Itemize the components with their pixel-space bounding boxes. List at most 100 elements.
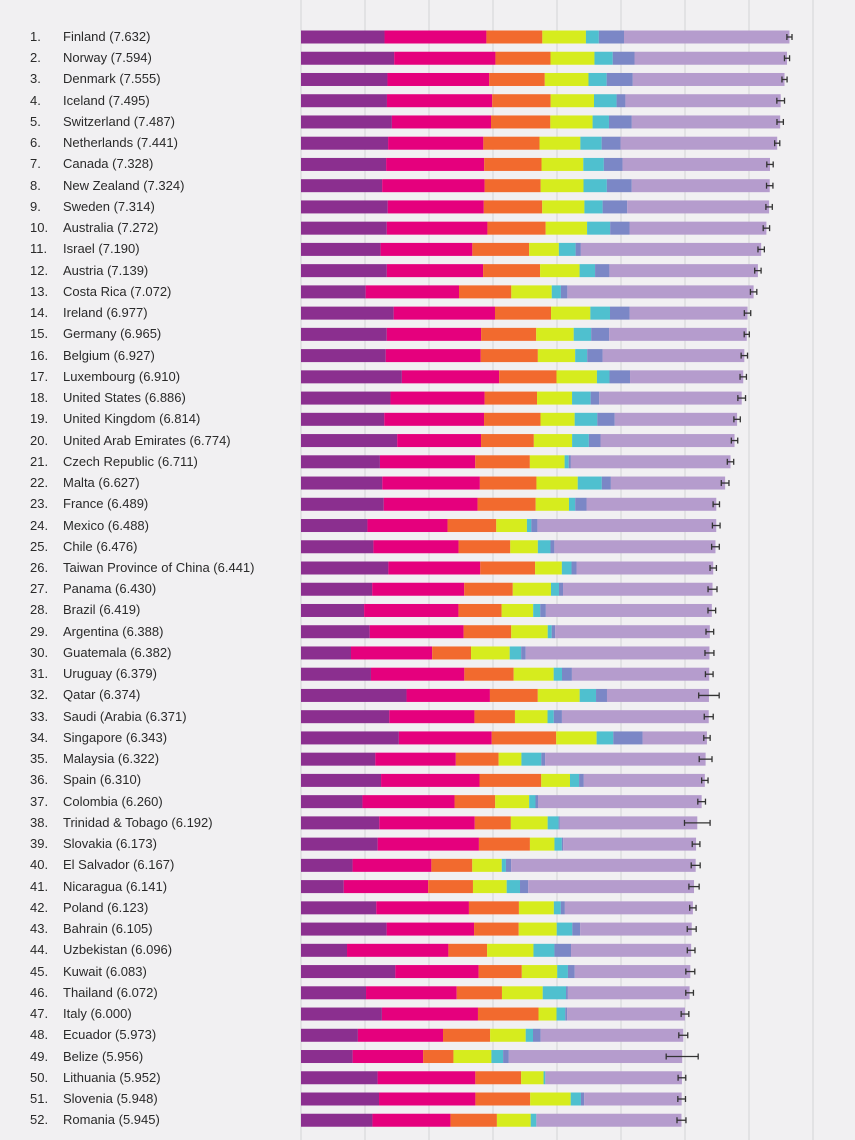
bar-segment [571, 667, 710, 681]
bar-segment [622, 157, 770, 171]
bar-segment [602, 349, 745, 363]
bar-segment [566, 986, 568, 1000]
bar-segment [301, 1113, 373, 1127]
bar-segment [478, 965, 522, 979]
bar-segment [301, 370, 402, 384]
bar-segment [458, 540, 511, 554]
bar-segment [550, 115, 593, 129]
bar-segment [537, 391, 573, 405]
bar-segment [496, 519, 527, 533]
country-score-label: United Kingdom (6.814) [63, 411, 201, 427]
bar-segment [553, 901, 561, 915]
bar-segment [593, 94, 617, 108]
bar-segment [518, 922, 557, 936]
bar-segment [301, 115, 392, 129]
bar-segment [301, 603, 365, 617]
bar-segment [379, 455, 476, 469]
country-score-label: Iceland (7.495) [63, 92, 150, 108]
bar-segment [347, 943, 449, 957]
bar-segment [550, 582, 559, 596]
bar-segment [541, 157, 584, 171]
bar-segment [387, 200, 484, 214]
rank-number: 24. [30, 517, 49, 533]
bar-segment [301, 51, 395, 65]
rank-number: 26. [30, 560, 49, 575]
country-score-label: Romania (5.945) [63, 1112, 160, 1128]
bar-segment [301, 327, 387, 341]
bar-segment [540, 1028, 684, 1042]
bar-segment [521, 1071, 544, 1085]
bar-segment [530, 1113, 537, 1127]
bar-segment [588, 434, 601, 448]
bar-segment [614, 412, 738, 426]
bar-segment [376, 901, 469, 915]
bar-segment [591, 327, 610, 341]
bar-segment [443, 1028, 491, 1042]
bar-segment [540, 264, 580, 278]
rank-number: 4. [30, 92, 41, 108]
country-score-label: Chile (6.476) [63, 538, 138, 554]
bar-segment [301, 710, 390, 724]
bar-segment [563, 582, 713, 596]
bar-segment [301, 476, 383, 490]
bar-segment [572, 922, 581, 936]
country-score-label: Uruguay (6.379) [63, 666, 157, 682]
bar-segment [533, 1028, 541, 1042]
bar-segment [575, 349, 588, 363]
bar-segment [373, 540, 459, 554]
bar-segment [377, 837, 479, 851]
bar-segment [542, 986, 567, 1000]
bar-segment [529, 242, 559, 256]
bar-segment [570, 455, 731, 469]
bar-segment [579, 773, 584, 787]
bar-segment [474, 816, 511, 830]
country-score-label: Uzbekistan (6.096) [63, 942, 173, 958]
country-score-label: Australia (7.272) [63, 220, 159, 236]
bar-segment [301, 1092, 380, 1106]
bar-segment [301, 264, 387, 278]
bar-segment [599, 391, 742, 405]
bar-segment [484, 179, 541, 193]
bar-segment [601, 476, 611, 490]
rank-number: 47. [30, 1006, 49, 1022]
bar-segment [631, 179, 770, 193]
bar-segment [595, 264, 610, 278]
bar-segment [343, 880, 429, 894]
rank-number: 28. [30, 602, 49, 618]
bar-segment [533, 434, 573, 448]
bar-segment [477, 1007, 539, 1021]
bar-segment [565, 1007, 568, 1021]
bar-segment [540, 603, 546, 617]
bar-segment [550, 51, 595, 65]
bar-segment [301, 94, 387, 108]
country-score-label: Israel (7.190) [63, 241, 140, 257]
bar-segment [575, 497, 587, 511]
bar-segment [540, 179, 584, 193]
bar-segment [301, 965, 396, 979]
bar-segment [492, 94, 551, 108]
bar-segment [505, 858, 512, 872]
country-score-label: Slovenia (5.948) [63, 1091, 158, 1106]
bar-segment [384, 30, 487, 44]
country-score-label: Sweden (7.314) [63, 198, 155, 214]
bar-segment [362, 795, 455, 809]
bar-segment [479, 773, 542, 787]
bar-segment [508, 1050, 683, 1064]
bar-segment [301, 561, 389, 575]
rank-number: 11. [30, 241, 48, 257]
bar-segment [553, 667, 562, 681]
bar-segment [537, 688, 580, 702]
bar-segment [511, 285, 552, 299]
bar-segment [585, 30, 599, 44]
bar-segment [535, 497, 569, 511]
bar-segment [431, 858, 473, 872]
country-score-label: Netherlands (7.441) [63, 135, 178, 151]
bar-segment [380, 242, 473, 256]
bar-segment [587, 221, 611, 235]
bar-segment [391, 115, 492, 129]
bar-segment [564, 455, 569, 469]
bar-segment [301, 858, 353, 872]
rank-number: 23. [30, 496, 49, 512]
bar-segment [372, 1113, 451, 1127]
